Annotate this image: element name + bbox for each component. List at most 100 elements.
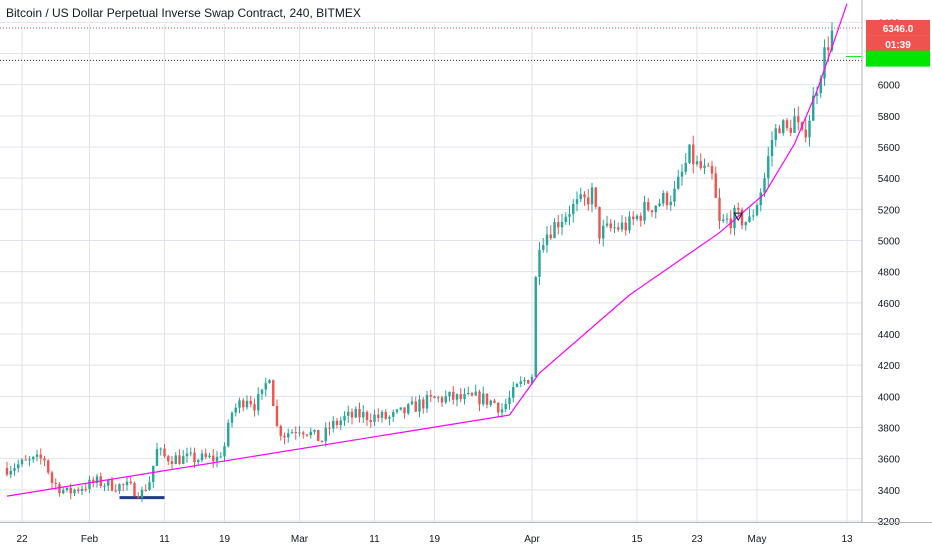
- price-badge-label: 6346.0: [883, 24, 914, 35]
- candle-body: [283, 435, 286, 438]
- green-price-badge: [866, 50, 930, 67]
- candle-body: [84, 488, 87, 490]
- candle-body: [624, 222, 627, 231]
- candle-body: [5, 468, 9, 475]
- candle-body: [763, 178, 766, 193]
- candle-body: [43, 458, 46, 461]
- candle-body: [305, 434, 309, 436]
- candle-body: [107, 479, 110, 486]
- candle-body: [515, 383, 519, 388]
- candle-body: [437, 397, 440, 399]
- candle-body: [804, 129, 807, 138]
- y-tick-label: 5000: [878, 237, 901, 248]
- candle-body: [815, 93, 819, 96]
- candle-body: [148, 482, 151, 491]
- candle-body: [174, 455, 177, 464]
- candle-body: [234, 407, 237, 413]
- candle-body: [725, 218, 729, 220]
- candle-body: [264, 383, 267, 390]
- candle-body: [609, 223, 612, 229]
- x-tick-label: 22: [16, 534, 28, 545]
- candle-body: [407, 404, 410, 414]
- candle-body: [28, 459, 31, 461]
- candle-body: [553, 222, 556, 239]
- candle-body: [523, 380, 526, 382]
- candle-body: [373, 414, 376, 422]
- candle-body: [497, 402, 500, 413]
- candle-body: [377, 414, 380, 418]
- y-tick-label: 4200: [878, 361, 901, 372]
- candle-body: [455, 394, 459, 400]
- x-tick-label: 19: [219, 534, 231, 545]
- candle-body: [54, 482, 57, 485]
- candle-body: [185, 453, 189, 457]
- candle-body: [718, 197, 721, 221]
- candle-body: [253, 404, 256, 411]
- candle-body: [399, 407, 402, 410]
- candle-body: [452, 391, 455, 400]
- candle-body: [110, 479, 114, 491]
- candles: [5, 22, 834, 503]
- candle-body: [699, 161, 702, 169]
- candle-body: [474, 391, 477, 396]
- candle-body: [272, 380, 275, 407]
- candle-body: [827, 47, 830, 51]
- y-tick-label: 4800: [878, 268, 901, 279]
- candle-body: [122, 484, 125, 486]
- candle-body: [797, 116, 800, 123]
- candle-body: [459, 394, 462, 400]
- candle-body: [125, 481, 129, 486]
- x-tick-label: 15: [631, 534, 643, 545]
- candle-body: [155, 449, 159, 466]
- candle-body: [632, 216, 635, 220]
- candle-body: [129, 481, 132, 484]
- candle-body: [628, 216, 631, 231]
- trendline: [6, 3, 848, 497]
- candle-body: [219, 456, 222, 458]
- candle-body: [568, 214, 571, 217]
- candle-body: [118, 484, 121, 491]
- candle-body: [410, 401, 414, 405]
- candle-body: [767, 156, 770, 179]
- candle-body: [114, 490, 117, 492]
- candle-body: [500, 409, 504, 413]
- y-tick-label: 3600: [878, 455, 901, 466]
- candle-body: [519, 381, 522, 384]
- candle-body: [677, 176, 680, 189]
- candle-body: [662, 192, 665, 204]
- candle-body: [673, 188, 676, 202]
- candle-body: [245, 400, 249, 408]
- candle-body: [384, 411, 387, 419]
- candle-body: [774, 128, 777, 141]
- x-tick-label: 19: [429, 534, 441, 545]
- candle-body: [579, 194, 582, 200]
- candle-body: [365, 411, 369, 421]
- candle-body: [470, 392, 474, 396]
- candle-body: [755, 205, 759, 216]
- y-tick-label: 4600: [878, 299, 901, 310]
- candle-body: [557, 222, 560, 228]
- candle-body: [347, 411, 350, 416]
- candle-body: [527, 380, 530, 384]
- candle-body: [69, 487, 72, 494]
- candle-body: [594, 187, 597, 207]
- candle-body: [170, 461, 174, 464]
- candle-body: [24, 459, 27, 461]
- candle-body: [485, 393, 489, 405]
- candle-body: [583, 194, 586, 198]
- candle-body: [392, 411, 395, 417]
- candle-body: [189, 452, 192, 454]
- candle-body: [50, 472, 54, 483]
- candle-body: [560, 221, 564, 228]
- candle-body: [440, 397, 444, 403]
- candle-body: [268, 380, 271, 384]
- candle-body: [77, 489, 80, 492]
- candle-body: [343, 415, 346, 421]
- countdown-badge: [866, 35, 930, 52]
- candle-body: [197, 460, 200, 463]
- candle-body: [159, 448, 162, 450]
- y-tick-label: 5600: [878, 143, 901, 154]
- candle-body: [635, 215, 639, 220]
